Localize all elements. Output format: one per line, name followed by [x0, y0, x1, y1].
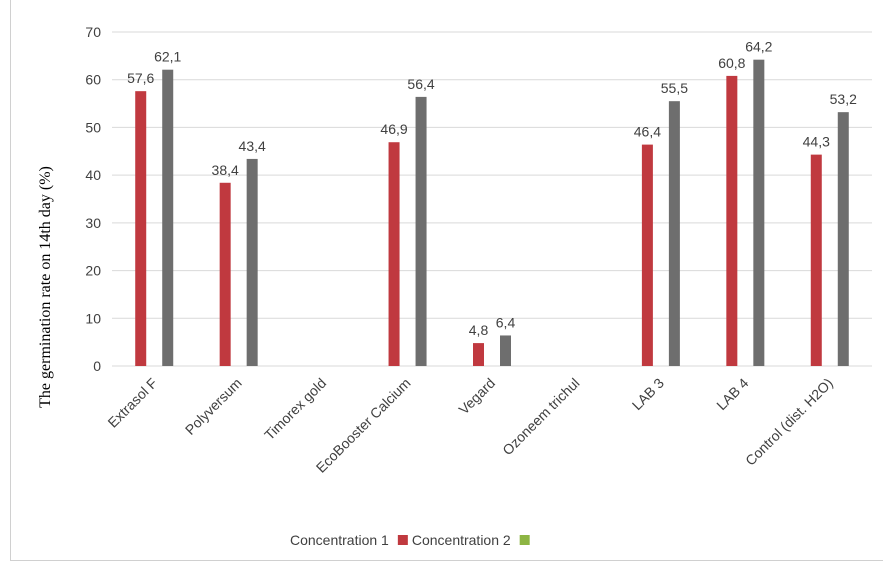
data-labels: 57,662,1 38,443,4 46,9 56,4 4,8 6,4 46,4 55,5 60…	[127, 39, 857, 338]
x-tick-label: LAB 3	[629, 375, 667, 413]
y-tick-label: 50	[85, 119, 101, 135]
bars	[135, 59, 849, 367]
bar-1	[726, 75, 738, 366]
x-axis-ticks: Extrasol F Polyversum Timorex goldEcoBoost…	[104, 375, 835, 476]
x-tick-label: Polyversum	[182, 375, 245, 438]
y-tick-label: 70	[85, 24, 101, 40]
bar-2	[753, 59, 765, 366]
gridlines	[112, 31, 872, 367]
bar-2	[162, 69, 174, 367]
data-label: 46,4	[634, 124, 661, 140]
data-label: 46,9	[380, 121, 407, 137]
x-tick-label: Ozoneem trichul	[499, 375, 582, 458]
legend-label: Concentration 1	[290, 532, 389, 548]
bar-1	[219, 182, 231, 366]
y-tick-label: 40	[85, 167, 101, 183]
bar-1	[473, 343, 484, 366]
bar-2	[668, 101, 680, 366]
data-label: 62,1	[154, 49, 181, 65]
legend-swatch	[519, 535, 530, 545]
bar-2	[246, 158, 258, 366]
bar-2	[837, 112, 849, 366]
y-axis-title: The germination rate on 14th day (%)	[37, 166, 54, 408]
data-label: 4,8	[469, 322, 489, 338]
legend-label: Concentration 2	[412, 532, 511, 548]
x-tick-label: Extrasol F	[104, 375, 160, 431]
bar-1	[641, 144, 653, 366]
y-tick-label: 0	[93, 358, 101, 374]
y-tick-label: 30	[85, 215, 101, 231]
data-label: 6,4	[496, 314, 516, 330]
data-label: 38,4	[212, 162, 239, 178]
x-tick-label: Vegard	[455, 375, 498, 418]
bar-1	[810, 154, 822, 366]
chart-frame	[10, 0, 883, 561]
data-label: 57,6	[127, 70, 154, 86]
legend: Concentration 1 Concentration 2	[290, 532, 530, 548]
data-label: 55,5	[661, 80, 688, 96]
data-label: 60,8	[718, 55, 745, 71]
bar-2	[415, 96, 427, 367]
bar-1	[388, 142, 400, 366]
data-label: 53,2	[830, 91, 857, 107]
x-tick-label: LAB 4	[713, 375, 751, 413]
x-tick-label: EcoBooster Calcium	[313, 375, 414, 476]
y-tick-label: 10	[85, 310, 101, 326]
data-label: 64,2	[745, 39, 772, 55]
legend-swatch	[397, 535, 408, 545]
x-tick-label: Timorex gold	[261, 375, 329, 443]
bar-1	[135, 91, 147, 366]
bar-2	[500, 335, 511, 366]
x-tick-label: Control (dist. H2O)	[742, 375, 836, 469]
y-tick-label: 20	[85, 263, 101, 279]
data-label: 44,3	[803, 134, 830, 150]
y-axis-ticks: 0 10 20 30 40 50 60 70	[85, 24, 101, 374]
data-label: 43,4	[239, 138, 266, 154]
data-label: 56,4	[407, 76, 434, 92]
y-tick-label: 60	[85, 72, 101, 88]
